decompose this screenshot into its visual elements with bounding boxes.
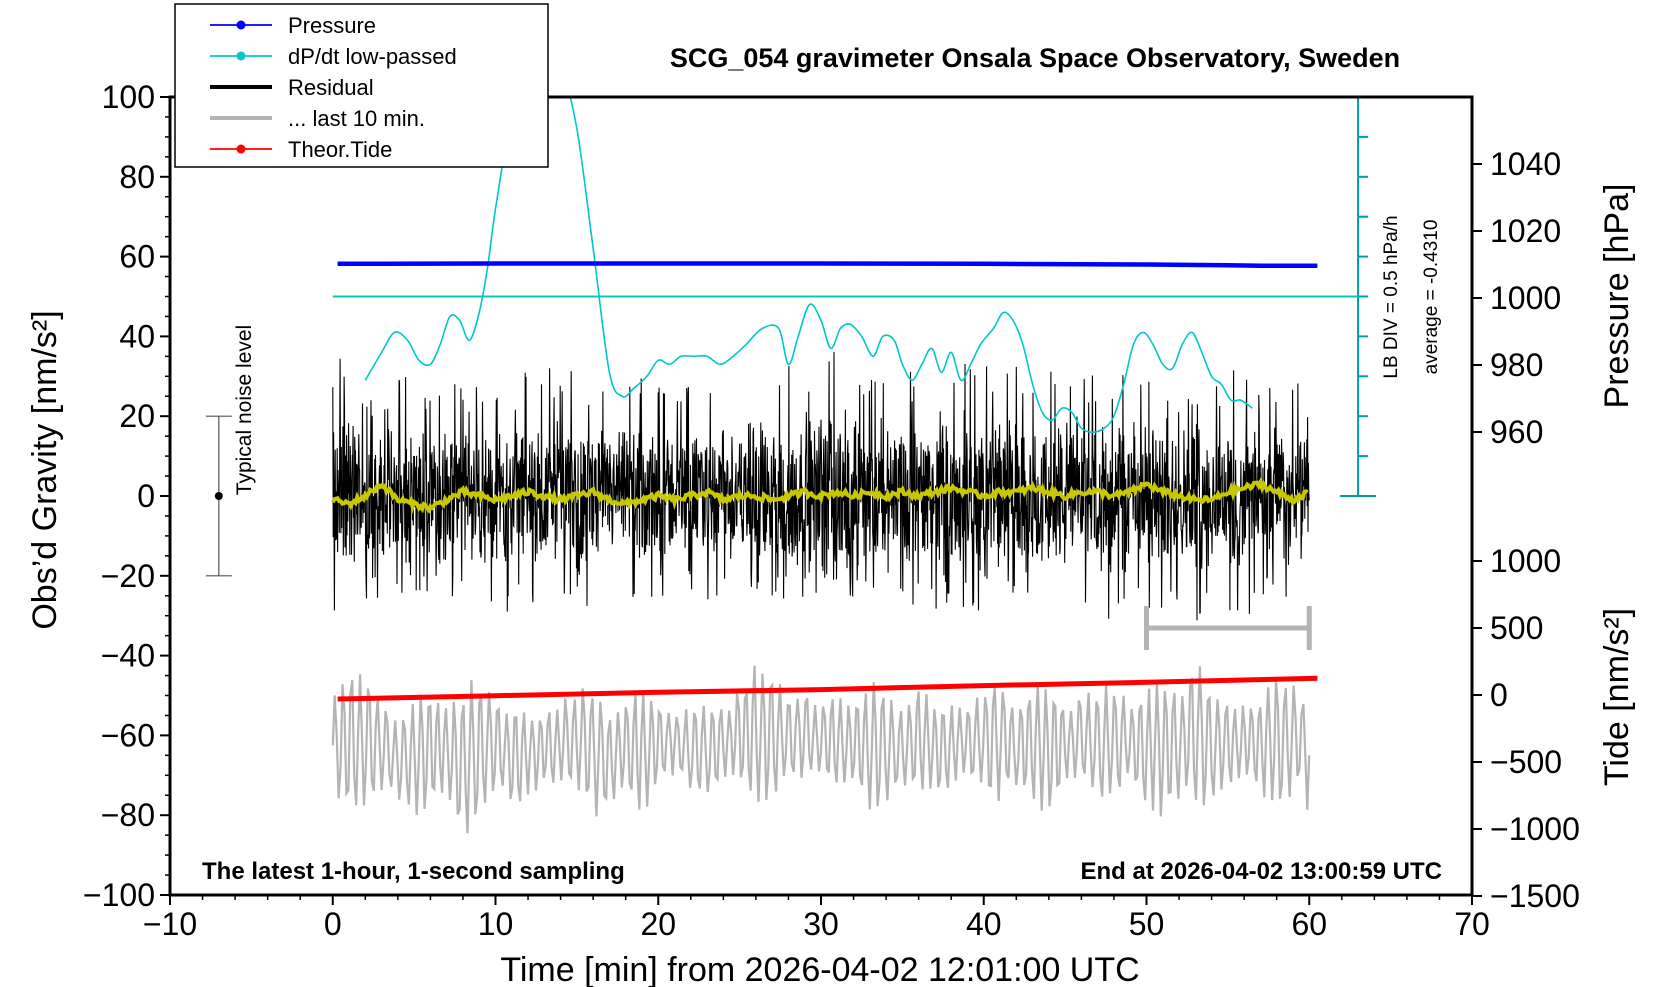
legend-label: ... last 10 min. [288, 106, 425, 131]
y-tick-label: 40 [119, 318, 155, 354]
x-tick-label: 40 [966, 906, 1002, 942]
legend-marker [236, 20, 246, 30]
pressure-tick-label: 1040 [1490, 146, 1561, 182]
legend: Pressure dP/dt low-passed Residual ... last… [174, 3, 549, 168]
chart-title: SCG_054 gravimeter Onsala Space Observat… [670, 43, 1400, 73]
y-tick-label: 100 [102, 79, 155, 115]
plot-area [205, 96, 1377, 834]
tide-tick-label: −1500 [1490, 878, 1580, 914]
average-label: average = -0.4310 [1421, 220, 1442, 375]
tide-series-line [337, 675, 1318, 702]
residual-smoothed-line [331, 476, 1309, 515]
legend-marker [236, 51, 246, 61]
tide-tick-label: 1000 [1490, 543, 1561, 579]
x-tick-label: 30 [803, 906, 839, 942]
x-tick-label: 70 [1454, 906, 1490, 942]
legend-label: dP/dt low-passed [288, 44, 457, 69]
tide-tick-label: 500 [1490, 610, 1543, 646]
tide-tick-label: −1000 [1490, 811, 1580, 847]
end-time-annotation: End at 2026-04-02 13:00:59 UTC [1081, 858, 1443, 885]
pressure-tick-label: 1000 [1490, 280, 1561, 316]
y-tick-label: 80 [119, 159, 155, 195]
legend-label: Pressure [288, 13, 376, 38]
y-tick-label: −100 [83, 877, 155, 913]
x-tick-label: 20 [640, 906, 676, 942]
lb-div-label: LB DIV = 0.5 hPa/h [1381, 215, 1402, 378]
noise-bar-center [214, 492, 223, 500]
tide-tick-label: 0 [1490, 677, 1508, 713]
last-10-min-series-line [331, 665, 1311, 834]
tide-tick-label: −500 [1490, 744, 1562, 780]
axes: −10 0 10 20 30 40 50 60 70−100−80−60−40−20020406… [83, 79, 1580, 942]
x-tick-label: 0 [324, 906, 342, 942]
pressure-series-line [337, 261, 1318, 269]
y-tick-label: −60 [101, 717, 155, 753]
x-tick-label: 50 [1129, 906, 1165, 942]
x-axis-label: Time [min] from 2026-04-02 12:01:00 UTC [500, 951, 1139, 987]
x-tick-label: 10 [478, 906, 514, 942]
legend-label: Residual [288, 75, 374, 100]
pressure-tick-label: 1020 [1490, 213, 1561, 249]
pressure-tick-label: 980 [1490, 347, 1543, 383]
residual-series-line [332, 352, 1310, 621]
legend-label: Theor.Tide [288, 137, 392, 162]
plot-frame [168, 95, 1474, 897]
noise-level-label: Typical noise level [233, 325, 256, 495]
y-tick-label: −40 [101, 638, 155, 674]
y-tick-label: 60 [119, 239, 155, 275]
x-tick-label: 60 [1291, 906, 1327, 942]
sampling-annotation: The latest 1-hour, 1-second sampling [202, 858, 625, 885]
y-tick-label: −80 [101, 797, 155, 833]
y-tick-label: 0 [137, 478, 155, 514]
pressure-axis-label: Pressure [hPa] [1598, 184, 1636, 409]
y-axis-label: Obs’d Gravity [nm/s²] [26, 310, 64, 629]
legend-marker [236, 144, 246, 154]
y-tick-label: 20 [119, 398, 155, 434]
y-tick-label: −20 [101, 558, 155, 594]
pressure-tick-label: 960 [1490, 414, 1543, 450]
tide-axis-label: Tide [nm/s²] [1598, 608, 1636, 786]
x-tick-label: −10 [143, 906, 197, 942]
